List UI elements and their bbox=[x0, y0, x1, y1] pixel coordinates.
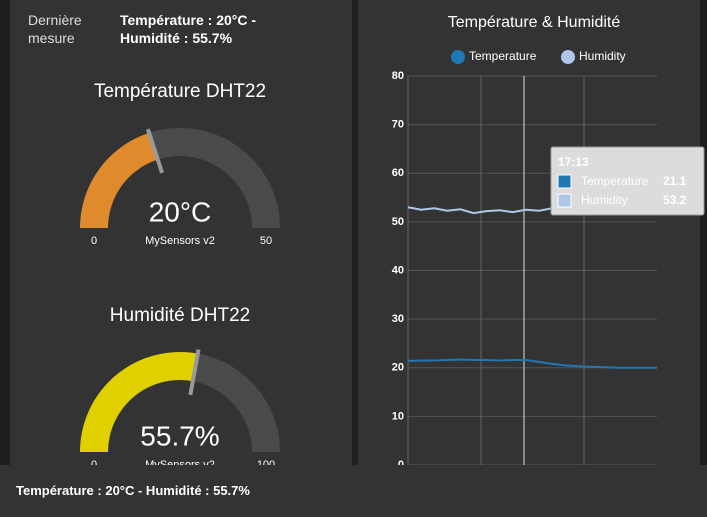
toast: Température : 20°C - Humidité : 55.7% bbox=[0, 465, 707, 517]
legend-marker bbox=[451, 50, 465, 64]
tooltip-value: 53.2 bbox=[663, 193, 687, 207]
gauge-needle bbox=[188, 349, 201, 396]
y-tick-label: 20 bbox=[392, 362, 404, 374]
tooltip-name: Humidity bbox=[581, 193, 628, 207]
left-panel bbox=[10, 0, 352, 470]
gauge-value: 55.7% bbox=[140, 420, 219, 451]
y-tick-label: 0 bbox=[398, 459, 404, 471]
gauge-fill bbox=[80, 132, 158, 228]
y-tick-label: 50 bbox=[392, 216, 404, 228]
legend-label: Humidity bbox=[579, 49, 626, 63]
y-tick-label: 60 bbox=[392, 167, 404, 179]
right-panel bbox=[358, 0, 700, 470]
y-tick-label: 10 bbox=[392, 410, 404, 422]
y-tick-label: 80 bbox=[392, 70, 404, 82]
gauge-title: Humidité DHT22 bbox=[110, 305, 250, 326]
y-tick-label: 40 bbox=[392, 264, 404, 276]
gauge-min: 0 bbox=[91, 235, 97, 247]
gauge-max: 50 bbox=[260, 235, 272, 247]
legend-label: Temperature bbox=[469, 49, 537, 63]
tooltip-time: 17:13 bbox=[558, 155, 589, 169]
y-tick-label: 70 bbox=[392, 119, 404, 131]
tooltip-value: 21.1 bbox=[663, 174, 687, 188]
gauge-label: MySensors v2 bbox=[145, 235, 215, 247]
series-line bbox=[407, 358, 657, 369]
legend-marker bbox=[561, 50, 575, 64]
gauge-min: 0 bbox=[91, 459, 97, 471]
gauge-fill bbox=[80, 352, 198, 452]
tooltip-swatch bbox=[557, 174, 572, 189]
gauge-needle bbox=[145, 128, 164, 174]
y-tick-label: 30 bbox=[392, 313, 404, 325]
tooltip-name: Temperature bbox=[581, 174, 649, 188]
last-value: Température : 20°C - Humidité : 55.7% bbox=[120, 12, 257, 46]
tooltip bbox=[550, 146, 705, 216]
chart-title: Température & Humidité bbox=[448, 14, 621, 31]
tooltip-swatch bbox=[557, 193, 572, 208]
gauge-value: 20°C bbox=[149, 196, 212, 227]
gauge-title: Température DHT22 bbox=[94, 81, 266, 102]
last-label: Dernière mesure bbox=[28, 12, 82, 46]
